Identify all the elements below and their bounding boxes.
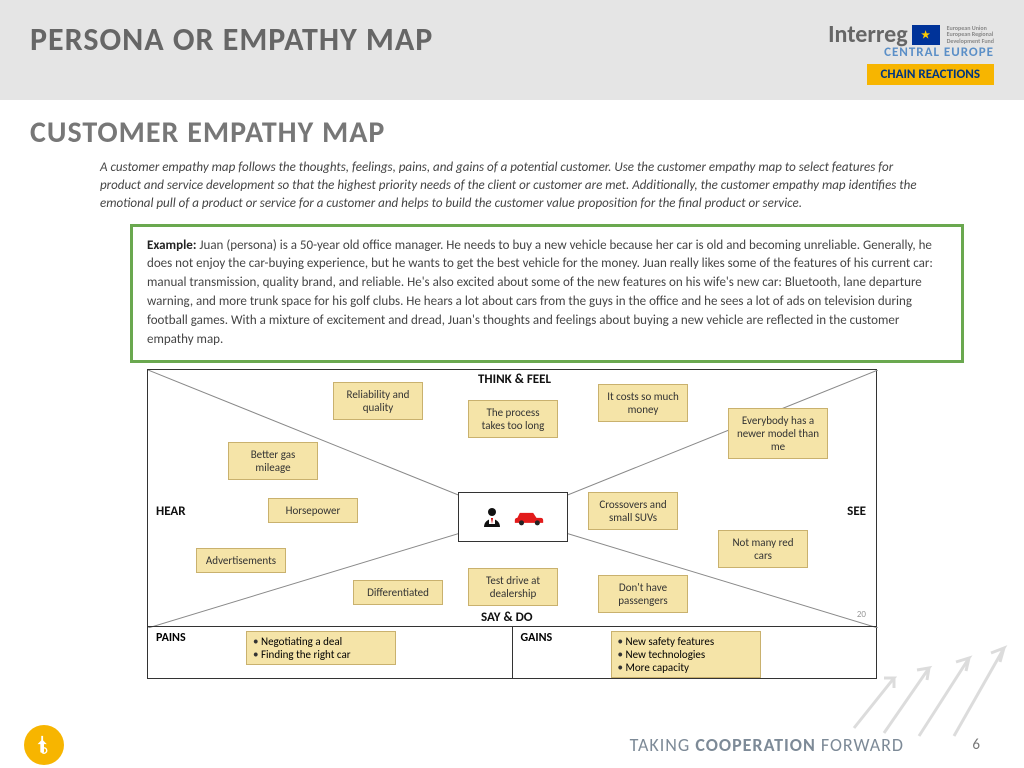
example-box: Example: Juan (persona) is a 50-year old… (130, 224, 964, 363)
intro-text: A customer empathy map follows the thoug… (30, 159, 930, 224)
eu-flag-icon: ★ (912, 25, 940, 45)
gain-item: New safety features (618, 635, 754, 648)
sticky-note: Better gas mileage (228, 442, 318, 480)
header-bar: PERSONA OR EMPATHY MAP Interreg ★ Europe… (0, 0, 1024, 100)
sticky-note: Everybody has a newer model than me (728, 408, 828, 460)
logo-block: Interreg ★ European UnionEuropean Region… (828, 20, 994, 100)
car-icon (512, 507, 546, 527)
page-number: 6 (972, 736, 980, 754)
label-hear: HEAR (156, 504, 186, 519)
sticky-note: Test drive at dealership (468, 568, 558, 606)
sticky-note: Advertisements (196, 548, 286, 573)
gains-section: GAINS New safety features New technologi… (512, 627, 877, 678)
person-icon (480, 505, 504, 529)
sticky-note: The process takes too long (468, 400, 558, 438)
label-say-do: SAY & DO (481, 610, 533, 625)
eu-caption: European UnionEuropean RegionalDevelopme… (947, 25, 994, 45)
footer: TAKING COOPERATION FORWARD 6 (0, 722, 1024, 768)
gain-item: More capacity (618, 661, 754, 674)
logo-badge: CHAIN REACTIONS (867, 64, 995, 85)
pain-item: Finding the right car (253, 648, 389, 661)
gain-item: New technologies (618, 648, 754, 661)
pains-section: PAINS Negotiating a deal Finding the rig… (148, 627, 512, 678)
gains-label: GAINS (521, 631, 553, 645)
sticky-note: Crossovers and small SUVs (588, 492, 678, 530)
page-title: PERSONA OR EMPATHY MAP (30, 20, 433, 100)
sticky-note: Horsepower (268, 498, 358, 523)
sticky-note: Differentiated (353, 580, 443, 605)
pain-item: Negotiating a deal (253, 635, 389, 648)
example-text: Juan (persona) is a 50-year old office m… (147, 238, 933, 347)
pains-label: PAINS (156, 631, 186, 645)
footer-tagline: TAKING COOPERATION FORWARD (630, 734, 904, 756)
sticky-note: It costs so much money (598, 384, 688, 422)
label-see: SEE (847, 504, 866, 519)
label-think-feel: THINK & FEEL (478, 372, 551, 387)
center-persona-box (458, 492, 568, 542)
example-label: Example: (147, 238, 196, 253)
footer-badge-icon (24, 725, 64, 765)
sticky-note: Don't have passengers (598, 575, 688, 613)
sticky-note: Not many red cars (718, 530, 808, 568)
sticky-note: Reliability and quality (333, 382, 423, 420)
arrows-decoration-icon (844, 618, 1014, 738)
section-title: CUSTOMER EMPATHY MAP (30, 114, 994, 151)
empathy-map-diagram: THINK & FEEL HEAR SEE SAY & DO Reliabili… (147, 369, 877, 679)
